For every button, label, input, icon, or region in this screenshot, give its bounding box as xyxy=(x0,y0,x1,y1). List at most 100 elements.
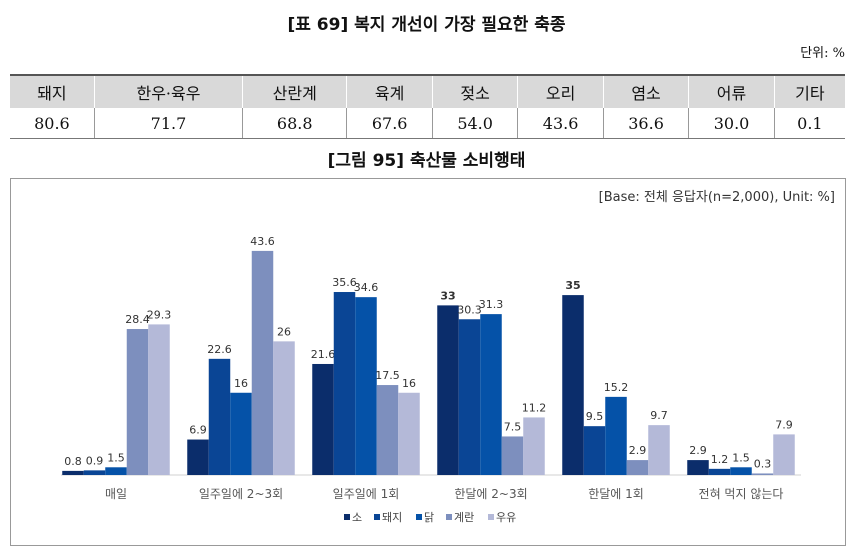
bar-우유 xyxy=(523,417,545,475)
column-header: 어류 xyxy=(688,74,775,108)
data-label: 1.5 xyxy=(107,451,125,464)
bar-닭 xyxy=(230,392,252,475)
data-label: 0.3 xyxy=(754,457,772,470)
column-header: 젖소 xyxy=(431,74,518,108)
data-label: 26 xyxy=(277,325,291,338)
bar-돼지 xyxy=(583,426,606,475)
data-label: 28.4 xyxy=(125,313,150,326)
bar-닭 xyxy=(480,314,502,475)
data-label: 30.3 xyxy=(457,303,482,316)
legend-swatch xyxy=(488,514,494,520)
data-label: 43.6 xyxy=(250,235,275,248)
table-cell: 71.7 xyxy=(93,108,243,139)
data-label: 9.5 xyxy=(586,410,604,423)
category-label: 전혀 먹지 않는다 xyxy=(699,487,784,501)
table-cell: 67.6 xyxy=(346,108,433,139)
data-label: 35.6 xyxy=(332,276,357,289)
data-label: 21.6 xyxy=(311,348,336,361)
legend-swatch xyxy=(446,514,452,520)
table-cell: 36.6 xyxy=(602,108,689,139)
category-label: 일주일에 1회 xyxy=(333,487,400,501)
data-label: 29.3 xyxy=(147,308,172,321)
bar-계란 xyxy=(501,436,524,475)
data-label: 9.7 xyxy=(650,409,668,422)
table-cell: 80.6 xyxy=(10,108,95,139)
category-label: 일주일에 2~3회 xyxy=(199,487,283,501)
bar-계란 xyxy=(751,473,774,475)
data-label: 33 xyxy=(440,289,455,302)
bar-닭 xyxy=(105,467,127,475)
category-label: 한달에 1회 xyxy=(588,487,644,501)
data-label: 0.8 xyxy=(64,455,82,468)
bar-우유 xyxy=(398,392,420,475)
data-label: 0.9 xyxy=(86,454,104,467)
table-cell: 30.0 xyxy=(688,108,775,139)
bar-닭 xyxy=(605,396,627,475)
bar-우유 xyxy=(273,341,295,475)
bar-닭 xyxy=(355,297,377,475)
bar-돼지 xyxy=(208,358,231,475)
bar-닭 xyxy=(730,467,752,475)
bar-계란 xyxy=(126,329,149,475)
data-label: 31.3 xyxy=(479,298,504,311)
data-label: 1.2 xyxy=(711,453,729,466)
legend-label: 계란 xyxy=(454,511,474,524)
data-label: 22.6 xyxy=(207,343,232,356)
table-cell: 43.6 xyxy=(517,108,604,139)
data-label: 2.9 xyxy=(689,444,707,457)
legend-label: 소 xyxy=(352,511,362,524)
data-label: 17.5 xyxy=(375,369,400,382)
column-header: 육계 xyxy=(346,74,433,108)
column-header: 염소 xyxy=(602,74,689,108)
bar-chart-svg: [Base: 전체 응답자(n=2,000), Unit: %]0.8 0.9 1.… xyxy=(61,190,835,524)
chart: [Base: 전체 응답자(n=2,000), Unit: %] 0.8 0.9 1.… xyxy=(10,178,846,546)
bar-돼지 xyxy=(83,470,106,475)
data-label: 7.9 xyxy=(775,418,793,431)
bar-돼지 xyxy=(708,468,731,475)
bar-우유 xyxy=(773,434,795,475)
bar-소 xyxy=(687,460,709,475)
legend-swatch xyxy=(374,514,380,520)
bar-우유 xyxy=(148,324,170,475)
data-label: 7.5 xyxy=(504,420,522,433)
data-label: 34.6 xyxy=(354,281,379,294)
unit-label: 단위: % xyxy=(800,46,845,61)
bar-계란 xyxy=(626,460,649,475)
data-label: 15.2 xyxy=(604,381,629,394)
bar-우유 xyxy=(648,425,670,475)
data-label: 16 xyxy=(234,377,248,390)
bar-소 xyxy=(187,439,209,475)
data-label: 35 xyxy=(565,279,580,292)
data-label: 6.9 xyxy=(189,424,207,437)
bar-소 xyxy=(437,305,459,475)
category-label: 한달에 2~3회 xyxy=(454,487,527,501)
column-header: 오리 xyxy=(517,74,604,108)
data-label: 11.2 xyxy=(522,401,547,414)
legend-swatch xyxy=(344,514,350,520)
table-cell: 0.1 xyxy=(773,108,845,139)
bar-소 xyxy=(312,363,334,475)
bar-소 xyxy=(562,295,584,475)
column-header: 산란계 xyxy=(242,74,347,108)
chart-title: [그림 95] 축산물 소비행태 xyxy=(327,151,526,171)
bar-소 xyxy=(62,470,84,475)
table-cell: 68.8 xyxy=(242,108,347,139)
table-row: 80.6 71.7 68.8 67.6 54.0 43.6 36.6 30.0 0.1 xyxy=(10,108,845,139)
bar-계란 xyxy=(376,385,399,475)
data-label: 16 xyxy=(402,377,416,390)
column-header: 한우·육우 xyxy=(93,74,243,108)
bar-돼지 xyxy=(458,319,481,475)
category-label: 매일 xyxy=(105,487,127,501)
column-header: 기타 xyxy=(773,74,845,108)
table-title: [표 69] 복지 개선이 가장 필요한 축종 xyxy=(287,15,566,35)
bar-돼지 xyxy=(333,292,356,475)
legend-label: 닭 xyxy=(424,511,434,524)
data-label: 2.9 xyxy=(629,444,647,457)
table-header-row: 돼지 한우·육우 산란계 육계 젖소 오리 염소 어류 기타 xyxy=(10,74,845,108)
livestock-table: 돼지 한우·육우 산란계 육계 젖소 오리 염소 어류 기타 80.6 71.7 68.8 67.6 5… xyxy=(10,74,845,139)
column-header: 돼지 xyxy=(10,74,95,108)
legend-label: 돼지 xyxy=(382,511,402,524)
legend-swatch xyxy=(416,514,422,520)
chart-annotation: [Base: 전체 응답자(n=2,000), Unit: %] xyxy=(599,190,835,205)
legend-label: 우유 xyxy=(496,511,516,524)
